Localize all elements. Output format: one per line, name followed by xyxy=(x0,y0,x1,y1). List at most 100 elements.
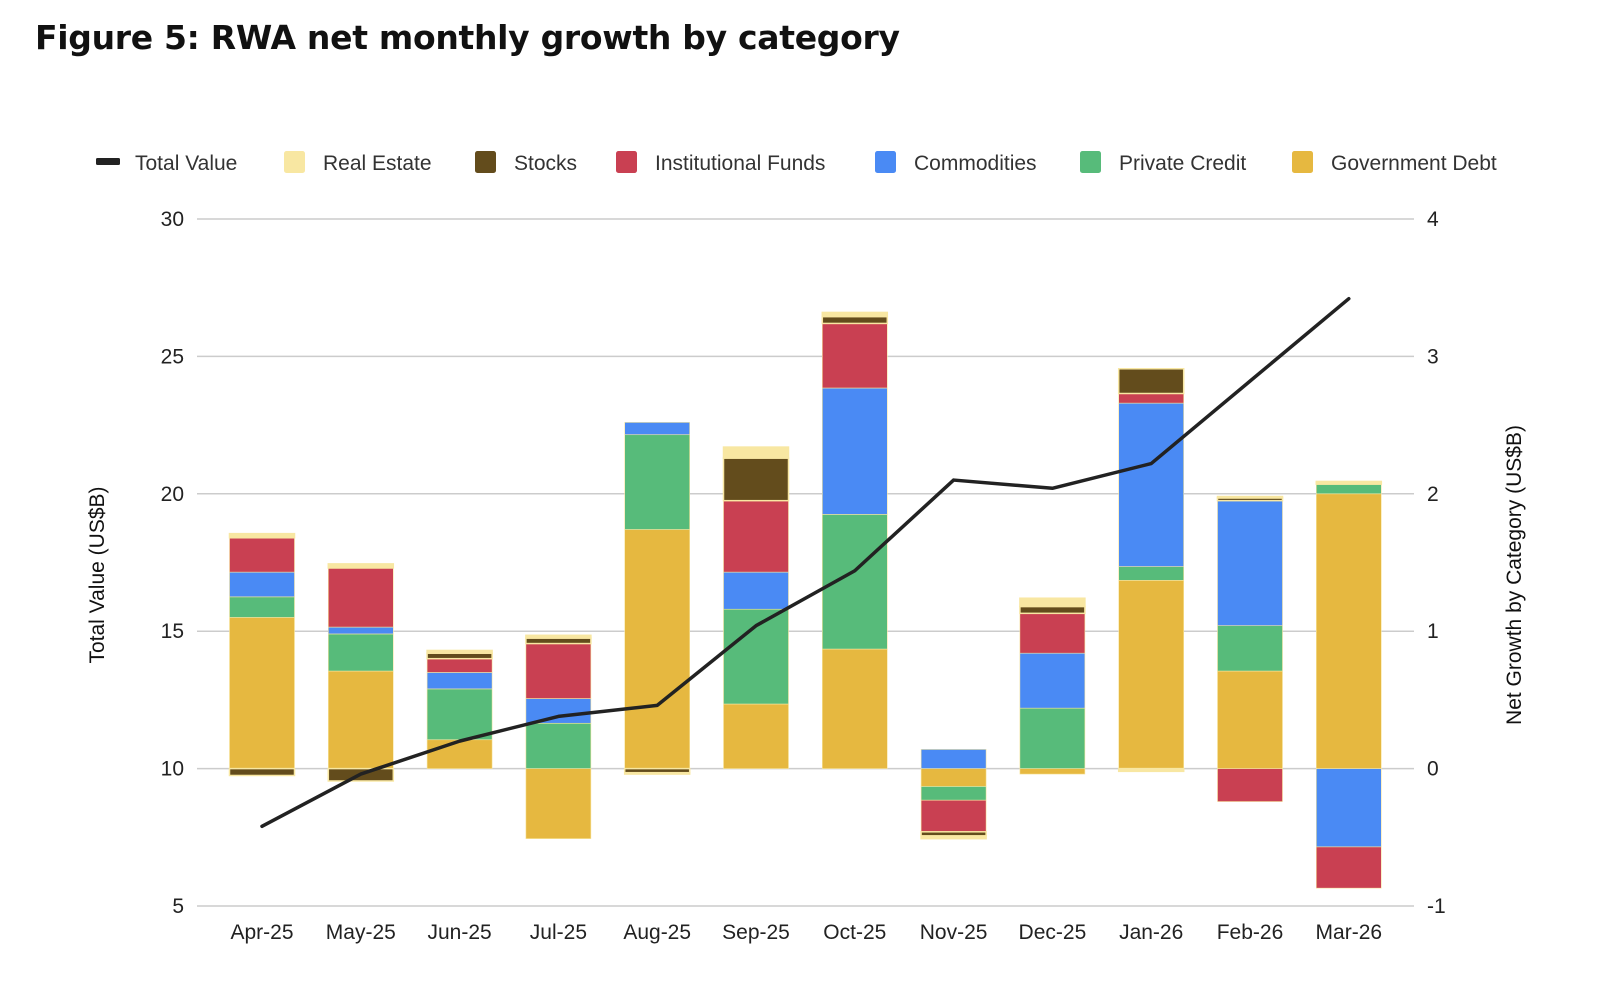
bar-segment-government-debt xyxy=(426,739,493,769)
total-value-line-layer xyxy=(260,296,1351,829)
bar-segment-private-credit xyxy=(1118,566,1184,581)
bar-segment-commodities xyxy=(723,571,789,610)
bar-segment-institutional-funds xyxy=(426,658,493,673)
bar-segment-real-estate xyxy=(1315,480,1383,484)
legend-item-commodities: Commodities xyxy=(875,151,1037,175)
legend-label: Stocks xyxy=(514,152,577,175)
bar-stack-sep-25 xyxy=(722,446,790,769)
bar-segment-stocks xyxy=(821,315,889,325)
bar-segment-private-credit xyxy=(1019,707,1086,769)
bar-segment-institutional-funds xyxy=(327,567,394,628)
bar-segment-government-debt xyxy=(920,768,987,787)
bar-segment-commodities xyxy=(821,387,888,515)
bar-segment-stocks xyxy=(722,457,790,502)
right-axis-ticks: -1 0 1 2 3 4 xyxy=(1427,208,1446,918)
bar-stack-feb-26 xyxy=(1216,495,1284,802)
x-axis-labels: Apr-25 May-25 Jun-25 Jul-25 Aug-25 Sep-25 Oct-… xyxy=(230,921,1382,944)
bar-segment-real-estate xyxy=(821,311,889,318)
bar-segment-stocks xyxy=(525,637,592,645)
bar-stack-nov-25 xyxy=(920,749,987,840)
bar-segment-institutional-funds xyxy=(525,643,592,699)
x-tick-label: Sep-25 xyxy=(722,921,790,944)
legend-swatch xyxy=(1292,151,1313,173)
bar-segment-commodities xyxy=(1118,402,1184,567)
bar-segment-government-debt xyxy=(1316,493,1382,769)
bar-segment-private-credit xyxy=(1217,625,1283,672)
right-tick-label: 0 xyxy=(1427,758,1439,781)
bar-segment-commodities xyxy=(1217,500,1283,627)
left-axis-ticks: 5 10 15 20 25 30 xyxy=(161,208,184,918)
bar-segment-private-credit xyxy=(723,608,789,705)
right-tick-label: -1 xyxy=(1427,895,1446,918)
x-tick-label: Jan-26 xyxy=(1119,921,1183,944)
bar-segment-government-debt xyxy=(229,617,295,769)
x-tick-label: Oct-25 xyxy=(823,921,886,944)
right-tick-label: 1 xyxy=(1427,620,1439,643)
bar-stack-oct-25 xyxy=(821,311,889,769)
bar-segment-institutional-funds xyxy=(920,799,987,833)
bar-segment-commodities xyxy=(426,672,493,690)
legend-item-stocks: Stocks xyxy=(475,151,577,175)
bar-segment-institutional-funds xyxy=(1118,393,1184,404)
bar-segment-real-estate xyxy=(327,563,395,569)
bar-segment-institutional-funds xyxy=(1316,846,1382,889)
bar-segment-real-estate xyxy=(1216,495,1284,499)
figure-title: Figure 5: RWA net monthly growth by cate… xyxy=(35,18,900,57)
left-axis-title: Total Value (US$B) xyxy=(86,486,109,663)
bar-segment-government-debt xyxy=(624,529,691,769)
legend-line-swatch xyxy=(96,158,120,165)
x-tick-label: Aug-25 xyxy=(623,921,691,944)
bar-segment-private-credit xyxy=(624,434,691,530)
x-tick-label: Apr-25 xyxy=(230,921,293,944)
legend-swatch xyxy=(1080,151,1101,173)
bar-segment-real-estate xyxy=(722,446,790,459)
bar-segment-government-debt xyxy=(1217,670,1283,769)
bar-segment-government-debt xyxy=(327,670,394,769)
bar-segment-commodities xyxy=(229,571,295,598)
bar-segment-real-estate xyxy=(1117,767,1185,773)
bar-segment-institutional-funds xyxy=(229,537,295,573)
bar-segment-commodities xyxy=(525,698,592,724)
bar-segment-private-credit xyxy=(229,596,295,618)
x-tick-label: May-25 xyxy=(326,921,396,944)
bar-segment-government-debt xyxy=(1019,768,1086,775)
bar-segment-commodities xyxy=(1019,652,1086,709)
legend-swatch xyxy=(875,151,896,173)
bar-stack-jun-25 xyxy=(426,649,493,769)
bar-segment-stocks xyxy=(1117,368,1185,395)
legend-item-government-debt: Government Debt xyxy=(1292,151,1497,175)
bar-segment-real-estate xyxy=(228,532,296,539)
left-tick-label: 15 xyxy=(161,620,184,643)
bar-segment-government-debt xyxy=(821,648,888,769)
legend-swatch xyxy=(475,151,496,173)
bar-segment-government-debt xyxy=(525,768,592,839)
x-tick-label: Mar-26 xyxy=(1316,921,1383,944)
bar-segment-real-estate xyxy=(426,649,493,654)
bar-segment-commodities xyxy=(624,422,691,436)
bar-segment-real-estate xyxy=(525,634,592,639)
bar-stack-dec-25 xyxy=(1019,597,1086,775)
left-tick-label: 5 xyxy=(172,895,184,918)
x-tick-label: Jul-25 xyxy=(530,921,587,944)
left-tick-label: 20 xyxy=(161,483,184,506)
bar-segment-private-credit xyxy=(327,633,394,672)
bar-segment-real-estate xyxy=(920,835,987,840)
legend-item-institutional-funds: Institutional Funds xyxy=(616,151,825,175)
bar-segment-institutional-funds xyxy=(1217,768,1283,802)
bar-segment-real-estate xyxy=(1019,597,1086,608)
bar-series xyxy=(228,311,1383,889)
bar-stack-mar-26 xyxy=(1315,480,1383,889)
x-tick-label: Dec-25 xyxy=(1019,921,1087,944)
legend-item-total-value: Total Value xyxy=(96,152,237,175)
left-tick-label: 25 xyxy=(161,345,184,368)
bar-segment-institutional-funds xyxy=(821,323,888,389)
bar-segment-institutional-funds xyxy=(723,500,789,573)
legend-label: Government Debt xyxy=(1331,152,1497,175)
bar-segment-stocks xyxy=(228,767,296,777)
legend-swatch xyxy=(284,151,305,173)
right-axis-title: Net Growth by Category (US$B) xyxy=(1503,425,1526,725)
bar-stack-may-25 xyxy=(327,563,395,782)
left-tick-label: 10 xyxy=(161,758,184,781)
total-value-line xyxy=(260,296,1351,829)
